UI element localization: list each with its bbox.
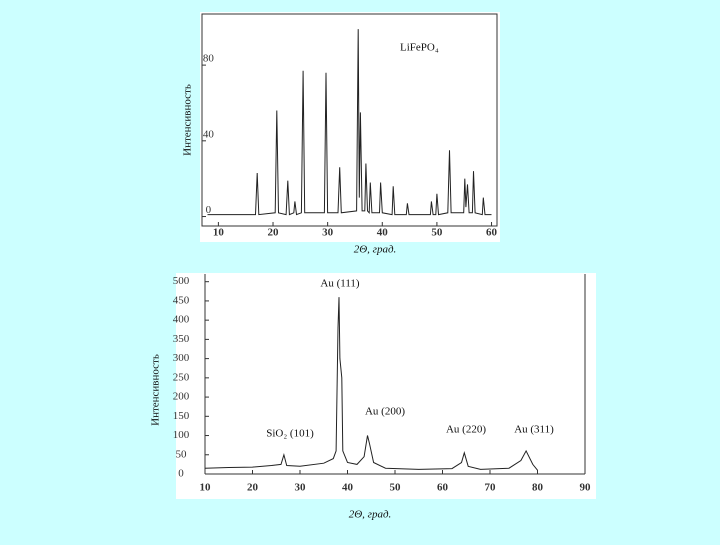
data-line [207,29,492,216]
x-tick-label: 30 [322,227,334,239]
y-tick-label: 100 [173,429,190,441]
y-tick-label: 300 [173,352,190,364]
plot-frame [201,13,498,227]
plot-background [176,273,596,499]
x-tick-label: 30 [295,482,307,494]
annotation: Au (111) [320,278,360,290]
x-tick-label: 50 [431,227,443,239]
y-axis-label: Интенсивность [150,354,162,426]
annotation: SiO₂ (101) [266,428,314,440]
y-tick-label: 200 [173,391,190,403]
x-tick-label: 40 [377,227,389,239]
y-tick-label: 50 [176,448,188,460]
y-tick-label: 80 [203,53,215,65]
x-tick-label: 10 [213,227,225,239]
x-tick-label: 60 [486,227,498,239]
y-tick-label: 0 [178,468,184,480]
x-tick-label: 60 [437,482,449,494]
x-tick-label: 10 [200,482,212,494]
x-axis-label: 2Θ, град. [349,509,392,521]
y-tick-label: 0 [206,204,212,216]
y-tick-label: 150 [173,410,190,422]
y-tick-label: 250 [173,371,190,383]
data-line [204,297,538,471]
y-axis-label: Интенсивность [182,84,194,156]
x-tick-label: 90 [580,482,592,494]
y-tick-label: 500 [173,275,190,287]
y-tick-label: 350 [173,333,190,345]
plot-background [200,12,500,242]
x-tick-label: 50 [390,482,402,494]
x-tick-label: 20 [247,482,259,494]
annotation: LiFePO₄ [400,42,439,54]
y-tick-label: 400 [173,314,190,326]
x-tick-label: 40 [342,482,354,494]
x-axis-label: 2Θ, град. [354,244,397,256]
x-tick-label: 70 [485,482,497,494]
annotation: Au (311) [514,424,554,436]
annotation: Au (220) [446,424,486,436]
x-tick-label: 80 [532,482,544,494]
y-tick-label: 450 [173,294,190,306]
x-tick-label: 20 [268,227,280,239]
annotation: Au (200) [365,406,405,418]
y-tick-label: 40 [203,128,215,140]
